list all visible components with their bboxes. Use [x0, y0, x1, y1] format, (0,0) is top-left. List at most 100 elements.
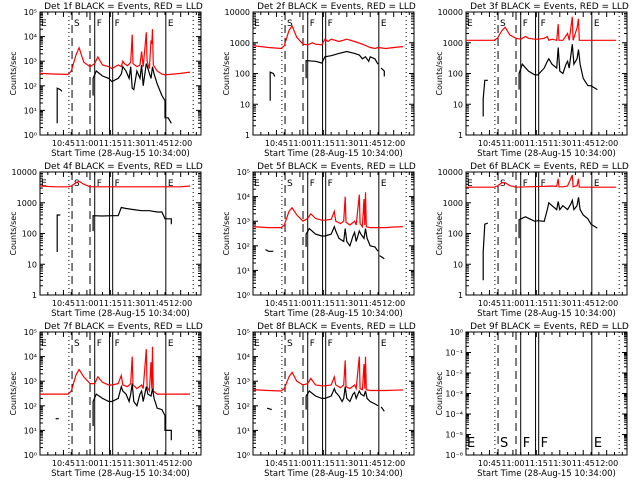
x-tick-label: 11:00	[75, 299, 98, 308]
marker-letter: E	[381, 339, 387, 349]
y-tick-label: 10000	[12, 168, 37, 177]
x-tick-label: 11:45	[359, 299, 382, 308]
y-tick-label: 10⁵	[24, 8, 37, 17]
y-tick-label: 100	[448, 70, 463, 79]
events-series-line	[482, 222, 489, 281]
x-tick-label: 11:45	[359, 139, 382, 148]
plot-frame	[465, 171, 628, 296]
marker-letter: E	[168, 19, 174, 29]
marker-letter: E	[381, 179, 387, 189]
x-tick-label: 11:00	[501, 139, 524, 148]
events-series-line	[518, 44, 598, 91]
y-tick-label: 10	[27, 260, 37, 269]
plot-frame	[39, 171, 202, 296]
marker-letter: E	[254, 339, 260, 349]
x-tick-label: 11:15	[99, 139, 122, 148]
lld-series-line	[466, 174, 617, 188]
x-tick-label: 11:00	[75, 139, 98, 148]
plot-frame	[465, 11, 628, 136]
x-axis-label: Start Time (28-Aug-15 10:34:00)	[264, 149, 403, 159]
y-tick-label: 10⁵	[24, 328, 37, 337]
y-tick-label: 10²	[24, 402, 37, 411]
x-tick-label: 12:00	[595, 459, 618, 468]
y-axis-label: Counts/sec	[9, 211, 18, 255]
marker-letter: S	[500, 436, 508, 451]
y-axis-label: Counts/sec	[435, 371, 444, 415]
y-tick-label: 10000	[225, 8, 250, 17]
x-tick-label: 10:45	[52, 459, 75, 468]
y-axis-label: Counts/sec	[435, 211, 444, 255]
marker-letter: E	[467, 436, 475, 451]
y-tick-label: 1000	[443, 39, 463, 48]
y-axis-label: Counts/sec	[9, 51, 18, 95]
y-tick-label: 1	[245, 131, 250, 140]
y-tick-label: 10⁰	[450, 328, 463, 337]
marker-letter: S	[500, 179, 506, 189]
x-tick-label: 12:00	[382, 139, 405, 148]
x-tick-label: 11:30	[548, 459, 571, 468]
x-tick-label: 11:45	[146, 139, 169, 148]
lld-series-line	[466, 16, 617, 42]
y-tick-label: 10⁻³	[445, 390, 463, 399]
y-tick-label: 10³	[24, 377, 37, 386]
marker-letter: F	[115, 339, 120, 349]
marker-letter: F	[97, 339, 102, 349]
panel-title: Det 8f BLACK = Events, RED = LLD	[257, 322, 416, 332]
y-tick-label: 1000	[230, 39, 250, 48]
x-axis-label: Start Time (28-Aug-15 10:34:00)	[51, 309, 190, 319]
marker-letter: F	[310, 339, 315, 349]
y-tick-label: 10	[453, 260, 463, 269]
marker-letter: E	[254, 19, 260, 29]
x-tick-label: 11:15	[312, 299, 335, 308]
x-axis-label: Start Time (28-Aug-15 10:34:00)	[477, 309, 616, 319]
marker-letter: F	[328, 339, 333, 349]
panel-title: Det 6f BLACK = Events, RED = LLD	[470, 162, 629, 172]
x-axis-label: Start Time (28-Aug-15 10:34:00)	[51, 469, 190, 479]
y-axis-label: Counts/sec	[435, 51, 444, 95]
x-tick-label: 11:15	[99, 459, 122, 468]
y-tick-label: 10²	[237, 402, 250, 411]
x-tick-label: 12:00	[382, 459, 405, 468]
events-series-line	[56, 214, 61, 252]
events-series-line	[305, 386, 379, 410]
chart-panel-8: Det 8f BLACK = Events, RED = LLD 10⁰ 10¹ 10…	[222, 322, 416, 479]
y-tick-label: 10²	[237, 242, 250, 251]
y-tick-label: 10⁵	[237, 168, 250, 177]
y-tick-label: 10³	[237, 217, 250, 226]
events-series-line	[266, 407, 272, 411]
marker-letter: E	[594, 179, 600, 189]
marker-letter: E	[594, 19, 600, 29]
y-tick-label: 10⁻⁶	[445, 451, 463, 460]
marker-letter: S	[74, 179, 80, 189]
y-tick-label: 10⁰	[237, 451, 250, 460]
events-series-line	[92, 63, 172, 124]
x-tick-label: 10:45	[52, 299, 75, 308]
marker-letter: E	[467, 179, 473, 189]
x-tick-label: 12:00	[595, 299, 618, 308]
y-tick-label: 10000	[438, 8, 463, 17]
events-series-line	[482, 79, 488, 117]
marker-letter: S	[287, 179, 293, 189]
events-series-line	[92, 206, 172, 232]
lld-series-line	[252, 192, 404, 229]
marker-letter: F	[310, 179, 315, 189]
y-axis-label: Counts/sec	[9, 371, 18, 415]
x-tick-label: 11:15	[525, 459, 548, 468]
y-tick-label: 10⁴	[237, 193, 250, 202]
y-tick-label: 1	[32, 291, 37, 300]
marker-letter: E	[467, 19, 473, 29]
y-tick-label: 10⁴	[24, 33, 37, 42]
chart-panel-6: Det 6f BLACK = Events, RED = LLD 1 10 100 10…	[435, 162, 629, 319]
plot-frame	[252, 171, 415, 296]
events-series-line	[269, 71, 276, 101]
x-tick-label: 10:45	[265, 139, 288, 148]
y-tick-label: 10¹	[237, 426, 250, 435]
marker-letter: F	[523, 179, 528, 189]
x-tick-label: 11:45	[146, 299, 169, 308]
x-tick-label: 12:00	[595, 139, 618, 148]
panel-title: Det 3f BLACK = Events, RED = LLD	[470, 2, 629, 12]
marker-letter: S	[74, 339, 80, 349]
y-axis-label: Counts/sec	[222, 211, 231, 255]
chart-panel-1: Det 1f BLACK = Events, RED = LLD 10⁰ 10¹ 10…	[9, 2, 203, 159]
y-tick-label: 10⁴	[24, 353, 37, 362]
